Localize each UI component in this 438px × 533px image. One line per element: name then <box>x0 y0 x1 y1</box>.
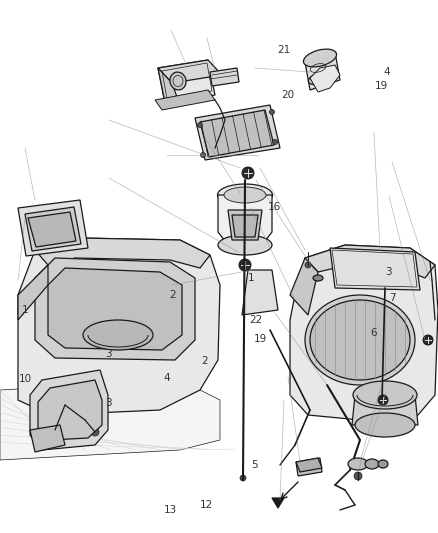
Circle shape <box>86 411 94 419</box>
Text: 3: 3 <box>385 267 392 277</box>
Polygon shape <box>305 245 435 278</box>
Text: 21: 21 <box>277 45 290 55</box>
Circle shape <box>51 426 59 434</box>
Polygon shape <box>158 68 178 103</box>
Polygon shape <box>352 395 418 425</box>
Text: 4: 4 <box>163 374 170 383</box>
Circle shape <box>198 123 202 127</box>
Polygon shape <box>38 380 102 440</box>
Ellipse shape <box>304 49 336 67</box>
Polygon shape <box>232 215 258 237</box>
Polygon shape <box>210 68 239 86</box>
Polygon shape <box>158 60 222 83</box>
Text: 16: 16 <box>268 202 281 212</box>
Text: 1: 1 <box>22 305 29 315</box>
Polygon shape <box>242 270 278 315</box>
Polygon shape <box>18 265 48 320</box>
Text: 3: 3 <box>105 349 112 359</box>
Circle shape <box>240 475 246 481</box>
Text: 6: 6 <box>371 328 378 337</box>
Polygon shape <box>272 498 284 508</box>
Circle shape <box>305 262 311 268</box>
Ellipse shape <box>224 187 266 203</box>
Text: 13: 13 <box>164 505 177 514</box>
Ellipse shape <box>308 71 336 85</box>
Ellipse shape <box>365 459 379 469</box>
Ellipse shape <box>305 295 415 385</box>
Circle shape <box>61 401 69 409</box>
Polygon shape <box>30 425 65 452</box>
Ellipse shape <box>218 184 272 206</box>
Polygon shape <box>158 60 215 103</box>
Text: 12: 12 <box>200 500 213 510</box>
Polygon shape <box>28 212 76 247</box>
Text: 19: 19 <box>375 82 389 91</box>
Polygon shape <box>296 458 322 476</box>
Text: 19: 19 <box>254 334 267 344</box>
Polygon shape <box>155 90 215 110</box>
Polygon shape <box>30 370 108 450</box>
Polygon shape <box>330 248 420 290</box>
Text: 22: 22 <box>250 316 263 325</box>
Text: 10: 10 <box>19 375 32 384</box>
Polygon shape <box>296 458 322 472</box>
Text: 5: 5 <box>251 460 258 470</box>
Text: 2: 2 <box>201 357 208 366</box>
Polygon shape <box>290 258 318 315</box>
Ellipse shape <box>378 460 388 468</box>
Polygon shape <box>310 65 340 92</box>
Polygon shape <box>0 380 220 460</box>
Polygon shape <box>18 238 220 415</box>
Polygon shape <box>228 210 262 240</box>
Circle shape <box>269 109 275 115</box>
Polygon shape <box>195 105 280 160</box>
Circle shape <box>239 259 251 271</box>
Text: 20: 20 <box>282 90 295 100</box>
Text: 7: 7 <box>389 294 396 303</box>
Polygon shape <box>18 200 88 256</box>
Ellipse shape <box>313 275 323 281</box>
Circle shape <box>354 472 362 480</box>
Polygon shape <box>305 52 340 90</box>
Circle shape <box>378 395 388 405</box>
Circle shape <box>423 335 433 345</box>
Polygon shape <box>218 195 272 245</box>
Ellipse shape <box>218 235 272 255</box>
Polygon shape <box>290 245 438 420</box>
Polygon shape <box>200 110 274 157</box>
Circle shape <box>201 152 205 157</box>
Ellipse shape <box>348 458 368 470</box>
Polygon shape <box>48 268 182 350</box>
Text: 1: 1 <box>247 273 254 283</box>
Polygon shape <box>35 238 210 268</box>
Ellipse shape <box>170 72 186 90</box>
Ellipse shape <box>310 300 410 380</box>
Text: 2: 2 <box>169 290 176 300</box>
Circle shape <box>242 167 254 179</box>
Text: 4: 4 <box>383 68 390 77</box>
Circle shape <box>272 140 278 144</box>
Circle shape <box>91 428 99 436</box>
Ellipse shape <box>83 320 153 350</box>
Ellipse shape <box>355 413 415 437</box>
Text: 3: 3 <box>105 399 112 408</box>
Polygon shape <box>35 258 195 360</box>
Ellipse shape <box>353 381 417 409</box>
Polygon shape <box>25 207 81 251</box>
